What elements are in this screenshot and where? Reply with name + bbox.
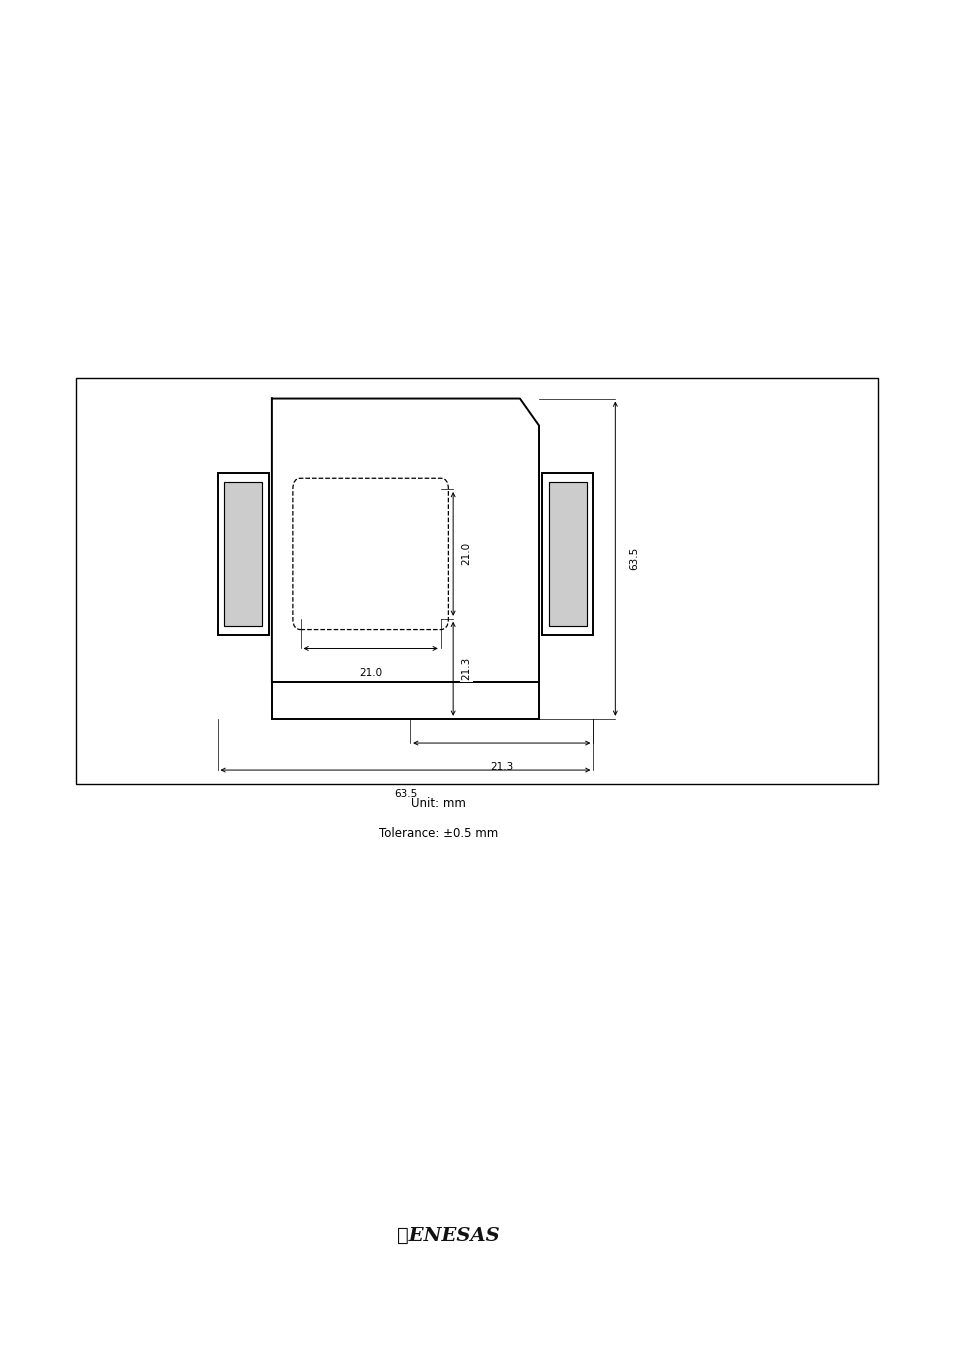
Text: 63.5: 63.5 <box>629 547 639 570</box>
Text: 21.0: 21.0 <box>461 542 471 566</box>
Text: 21.3: 21.3 <box>490 762 513 773</box>
Text: Unit: mm: Unit: mm <box>411 797 466 811</box>
Bar <box>224 482 262 626</box>
Text: Tolerance: ±0.5 mm: Tolerance: ±0.5 mm <box>379 827 497 840</box>
Text: 21.3: 21.3 <box>461 657 471 681</box>
Text: ℛENESAS: ℛENESAS <box>396 1227 499 1246</box>
Bar <box>76 378 877 784</box>
Bar <box>548 482 586 626</box>
Bar <box>217 473 269 635</box>
Text: 21.0: 21.0 <box>358 667 382 678</box>
Text: 63.5: 63.5 <box>394 789 416 800</box>
Bar <box>541 473 593 635</box>
Bar <box>272 682 538 719</box>
